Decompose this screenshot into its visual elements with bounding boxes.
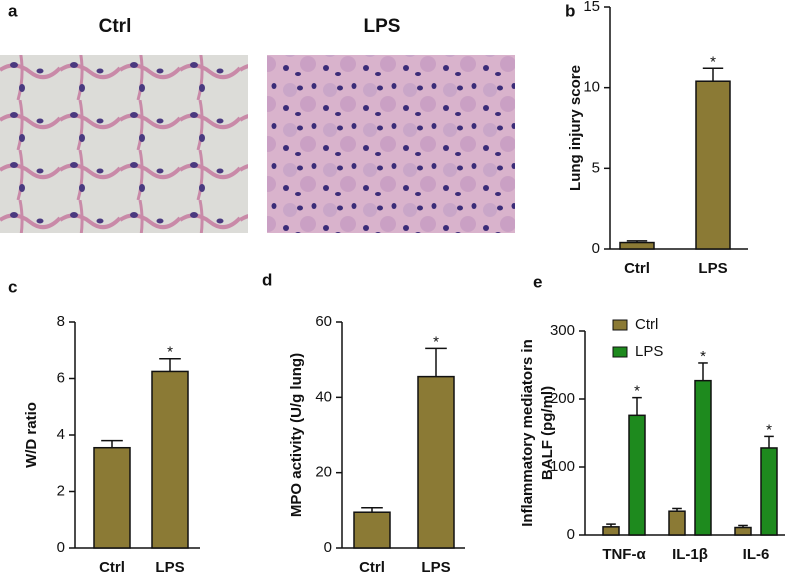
x-tick-label: TNF-α [602,546,646,563]
bar [602,526,620,536]
bar [151,370,189,549]
y-tick-label: 60 [315,313,332,330]
y-tick-label: 0 [57,539,65,556]
significance-mark: * [766,421,772,438]
bar [694,379,712,536]
y-tick-label: 4 [57,426,65,443]
image-title: Ctrl [99,16,132,37]
y-axis-label: Inflammatory mediators in [519,339,536,527]
x-tick-label: IL-6 [743,546,770,563]
bar [668,510,686,536]
panel-letter: d [262,270,272,289]
legend-label: LPS [635,343,663,360]
histology-image [0,55,248,233]
y-axis-label: Lung injury score [567,65,584,191]
y-tick-label: 0 [567,526,575,543]
bar [93,446,131,549]
panel-letter: c [8,277,17,296]
x-tick-label: IL-1β [672,546,708,563]
y-tick-label: 0 [592,240,600,257]
y-axis-label: W/D ratio [23,402,40,468]
y-tick-label: 100 [550,458,575,475]
histology-image [267,55,515,233]
bar [734,526,752,536]
x-tick-label: LPS [698,260,727,277]
bar [619,241,655,250]
x-tick-label: Ctrl [359,559,385,576]
y-tick-label: 20 [315,464,332,481]
y-tick-label: 10 [583,79,600,96]
significance-mark: * [634,383,640,400]
x-tick-label: Ctrl [624,260,650,277]
image-title: LPS [364,16,401,37]
y-tick-label: 0 [324,539,332,556]
legend-swatch [612,319,628,331]
legend-label: Ctrl [635,316,658,333]
bar [417,375,455,549]
significance-mark: * [700,348,706,365]
y-tick-label: 40 [315,388,332,405]
y-axis-label: BALF (pg/ml) [539,386,556,480]
panel-letter: a [8,1,18,20]
significance-mark: * [710,53,716,70]
y-tick-label: 200 [550,390,575,407]
x-tick-label: Ctrl [99,559,125,576]
significance-mark: * [433,333,439,350]
y-axis-label: MPO activity (U/g lung) [288,353,305,517]
significance-mark: * [167,344,173,361]
y-tick-label: 300 [550,322,575,339]
bar [628,414,646,536]
y-tick-label: 8 [57,313,65,330]
bar [760,447,778,536]
bar [695,80,731,250]
bar [353,511,391,549]
y-tick-label: 5 [592,159,600,176]
panel-letter: e [533,272,542,291]
y-tick-label: 6 [57,369,65,386]
x-tick-label: LPS [421,559,450,576]
y-tick-label: 15 [583,0,600,15]
x-tick-label: LPS [155,559,184,576]
y-tick-label: 2 [57,482,65,499]
panel-letter: b [565,1,575,20]
legend-swatch [612,346,628,358]
